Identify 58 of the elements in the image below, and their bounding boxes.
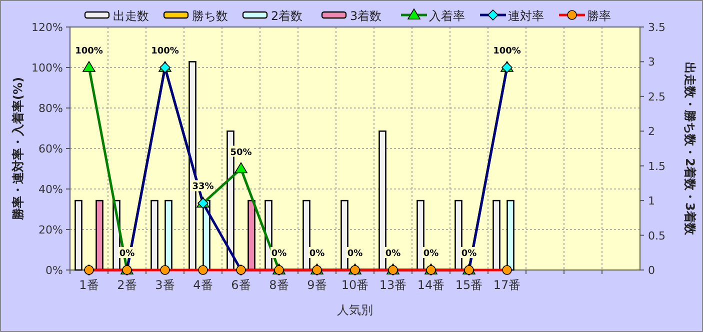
- x-tick-label: 15番: [455, 278, 483, 292]
- y2-tick-label: 2.5: [648, 90, 666, 104]
- legend-label: 連対率: [508, 9, 544, 23]
- bar: [416, 200, 424, 271]
- x-tick-label: 2番: [117, 278, 137, 292]
- legend-label: 勝率: [587, 9, 611, 23]
- y-tick-label: 120%: [32, 21, 63, 34]
- y2-tick-label: 1: [648, 194, 655, 208]
- bar: [248, 200, 256, 271]
- x-tick-label: 1番: [79, 278, 99, 292]
- x-tick-label: 3番: [155, 278, 175, 292]
- y2-axis-title: 出走数・勝ち数・2着数・3着数: [683, 62, 697, 236]
- bar: [340, 200, 348, 271]
- y2-tick-label: 2: [648, 125, 655, 138]
- y-tick-label: 80%: [38, 102, 63, 115]
- data-label: 0%: [119, 249, 135, 259]
- data-label: 33%: [192, 182, 214, 192]
- data-label: 50%: [230, 148, 252, 158]
- y2-tick-label: 0.5: [648, 229, 666, 242]
- legend-label: 3着数: [350, 9, 382, 23]
- x-tick-label: 17番: [493, 278, 521, 292]
- bar: [96, 200, 104, 271]
- y2-tick-label: 1.5: [648, 160, 666, 173]
- data-label: 100%: [493, 46, 521, 56]
- legend-label: 勝ち数: [192, 9, 228, 23]
- bar: [492, 200, 500, 271]
- x-tick-label: 6番: [231, 278, 251, 292]
- y-tick-label: 100%: [32, 62, 63, 74]
- y2-tick-label: 3.5: [648, 21, 666, 34]
- data-label: 0%: [347, 249, 363, 259]
- x-axis-title: 人気別: [337, 303, 373, 317]
- data-label: 0%: [309, 249, 325, 259]
- bar: [454, 200, 462, 271]
- x-tick-label: 8番: [269, 278, 289, 292]
- data-label: 0%: [461, 249, 477, 259]
- x-tick-label: 13番: [379, 278, 407, 292]
- data-label: 0%: [385, 249, 401, 259]
- bar: [150, 200, 158, 271]
- legend-label: 2着数: [271, 9, 303, 23]
- y-tick-label: 40%: [38, 183, 63, 196]
- x-tick-label: 14番: [417, 278, 445, 292]
- x-tick-label: 9番: [307, 278, 327, 292]
- data-label: 0%: [423, 249, 439, 259]
- y-tick-label: 60%: [38, 142, 63, 156]
- y2-tick-label: 0: [648, 264, 655, 277]
- y-tick-label: 20%: [38, 224, 63, 236]
- data-label: 100%: [75, 46, 103, 56]
- y-axis-title: 勝率・連対率・入着率(%): [11, 77, 25, 221]
- x-tick-label: 10番: [341, 278, 369, 292]
- bar: [378, 130, 386, 271]
- data-label: 0%: [271, 249, 287, 259]
- legend-label: 入着率: [429, 9, 465, 23]
- legend-label: 出走数: [113, 9, 149, 23]
- x-tick-label: 4番: [193, 278, 213, 292]
- bar: [302, 200, 310, 271]
- y-tick-label: 0%: [46, 264, 63, 277]
- data-label: 100%: [151, 46, 179, 56]
- y2-tick-label: 3: [648, 56, 655, 69]
